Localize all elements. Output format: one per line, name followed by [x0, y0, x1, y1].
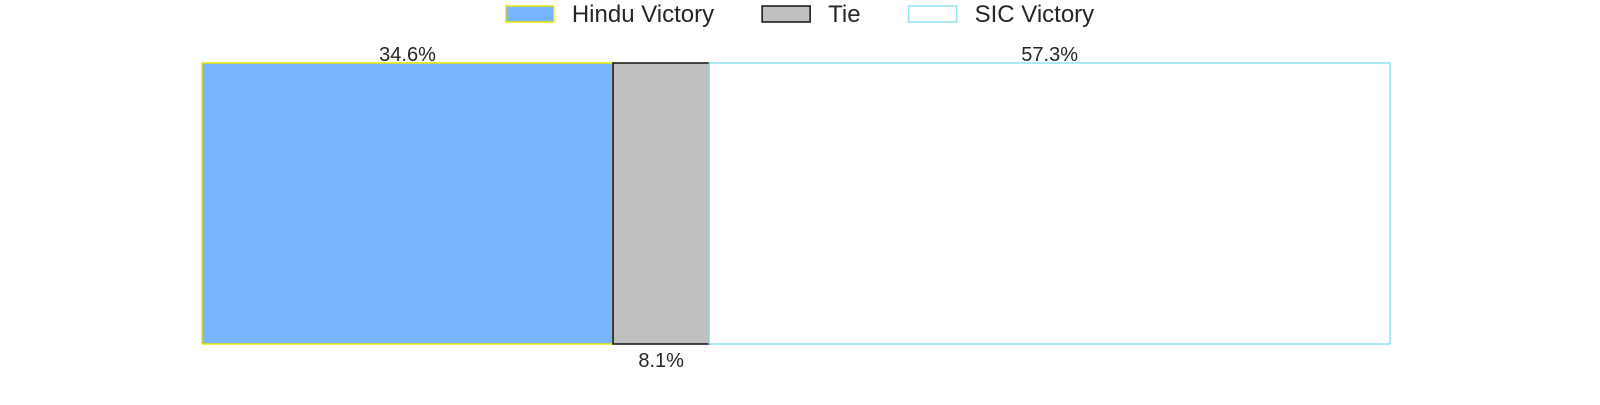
- legend-label-sic-victory: SIC Victory: [975, 1, 1095, 28]
- legend-label-tie: Tie: [828, 1, 860, 28]
- legend-swatch-sic-victory: [907, 5, 958, 23]
- legend-swatch-tie: [761, 5, 811, 23]
- bar-segment-hindu-victory: [201, 62, 614, 345]
- bar-segments: [201, 62, 1391, 345]
- data-labels: 34.6% 8.1% 57.3%: [379, 44, 1078, 372]
- legend-item-sic-victory: SIC Victory: [907, 1, 1095, 28]
- legend-item-hindu-victory: Hindu Victory: [505, 1, 714, 28]
- bar-segment-tie: [612, 62, 711, 345]
- data-label-sic-victory: 57.3%: [1021, 44, 1078, 66]
- bar-segment-sic-victory: [708, 62, 1391, 345]
- legend-item-tie: Tie: [761, 1, 861, 28]
- legend-swatch-hindu-victory: [505, 5, 555, 23]
- legend-label-hindu-victory: Hindu Victory: [572, 1, 714, 28]
- data-label-tie: 8.1%: [638, 350, 684, 372]
- legend: Hindu Victory Tie SIC Victory: [505, 1, 1095, 28]
- data-label-hindu-victory: 34.6%: [379, 44, 436, 66]
